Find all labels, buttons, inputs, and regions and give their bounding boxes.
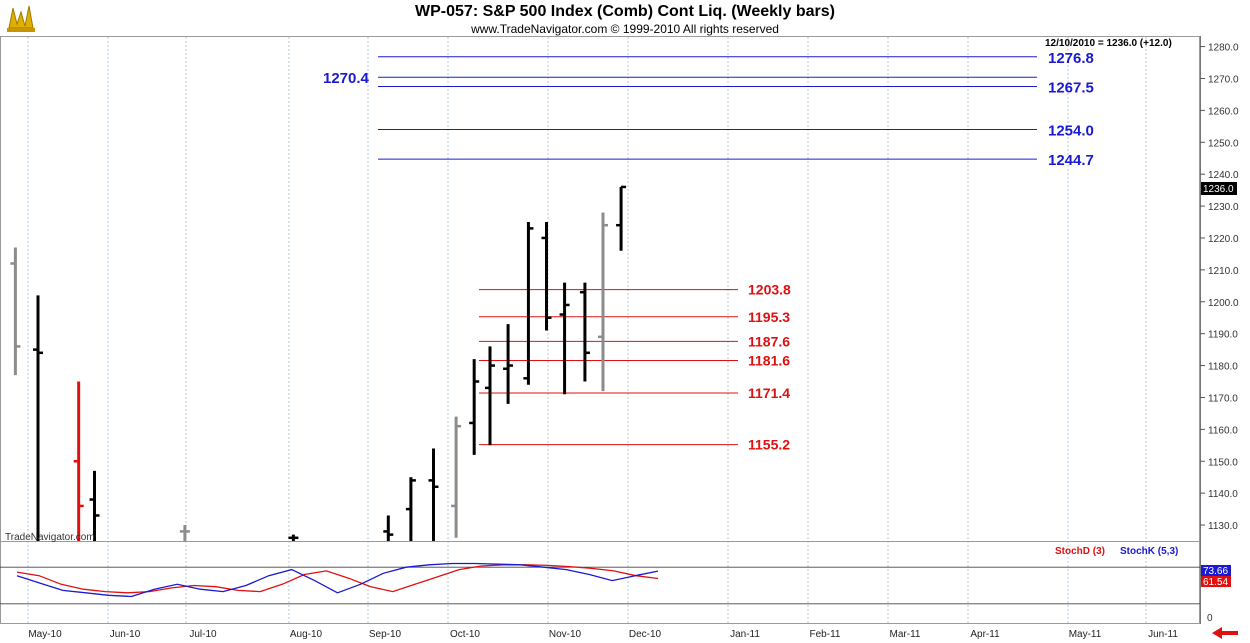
x-tick-label: Jun-11 (1148, 629, 1178, 640)
y-tick-label: 1150.0 (1208, 457, 1238, 468)
y-tick-label: 1220.0 (1208, 234, 1239, 245)
ohlc-bar (523, 222, 534, 385)
ohlc-bar (428, 448, 439, 541)
ohlc-bar (598, 212, 608, 392)
vertical-gridlines (27, 37, 1147, 624)
ohlc-bar (73, 381, 84, 541)
blue-level-label: 1244.7 (1048, 152, 1094, 169)
x-tick-label: Jul-10 (189, 629, 217, 640)
x-tick-label: Sep-10 (369, 629, 402, 640)
stochk-value-box (1201, 565, 1231, 576)
x-tick-label: Oct-10 (450, 629, 480, 640)
x-tick-label: May-11 (1069, 629, 1102, 640)
blue-level-label: 1254.0 (1048, 123, 1094, 140)
arrow-left-icon (1212, 627, 1238, 639)
red-level-label: 1181.6 (748, 352, 790, 368)
stochk-value: 73.66 (1203, 566, 1228, 577)
y-tick-label: 1230.0 (1208, 202, 1239, 213)
stochd-value: 61.54 (1203, 577, 1228, 588)
stochk-line (16, 562, 659, 598)
red-level-label: 1171.4 (748, 385, 790, 401)
x-tick-label: May-10 (28, 629, 62, 640)
blue-level-label: 1270.4 (323, 70, 370, 87)
info-line: 12/10/2010 = 1236.0 (+12.0) (1045, 38, 1172, 49)
y-tick-label: 1140.0 (1208, 489, 1238, 500)
y-tick-label: 1270.0 (1208, 74, 1239, 85)
x-tick-label: Jun-10 (110, 629, 141, 640)
stochastic-panel (0, 562, 1200, 605)
x-axis-band (0, 624, 1200, 643)
stochd-line (16, 564, 659, 594)
ohlc-bar (405, 477, 416, 541)
ohlc-bar (503, 324, 514, 404)
last-price-box (1201, 182, 1237, 195)
ohlc-bar (89, 470, 100, 541)
chart-subtitle: www.TradeNavigator.com © 1999-2010 All r… (471, 22, 779, 36)
red-level-label: 1187.6 (748, 333, 790, 349)
watermark: TradeNavigator.com (5, 532, 95, 543)
red-level-label: 1195.3 (748, 309, 790, 325)
last-price-label: 1236.0 (1203, 184, 1234, 195)
x-axis: May-10 Jun-10 Jul-10 Aug-10 Sep-10 Oct-10 Nov-… (28, 629, 1178, 640)
y-tick-label: 1170.0 (1208, 393, 1238, 404)
y-tick-label: 1280.0 (1208, 43, 1239, 54)
ohlc-bar (616, 185, 627, 251)
tradenavigator-logo-icon (3, 2, 37, 34)
ohlc-bar (579, 282, 590, 382)
y-tick-label: 1210.0 (1208, 266, 1239, 277)
x-tick-label: Aug-10 (290, 629, 323, 640)
chart-title: WP-057: S&P 500 Index (Comb) Cont Liq. (… (415, 3, 835, 20)
y-tick-label: 1130.0 (1208, 521, 1238, 532)
stoch-zero-tick: 0 (1207, 613, 1213, 624)
price-bars (10, 185, 627, 541)
x-tick-label: Nov-10 (549, 629, 582, 640)
y-tick-label: 1190.0 (1208, 330, 1238, 341)
ohlc-bar (541, 222, 552, 331)
y-tick-label: 1180.0 (1208, 362, 1238, 373)
x-tick-label: Dec-10 (629, 629, 662, 640)
ohlc-bar (451, 416, 462, 538)
level-lines: 1276.8 1270.4 1267.5 1254.0 1244.7 1203.8 1195… (323, 50, 1094, 453)
y-tick-label: 1240.0 (1208, 170, 1239, 181)
indicator-panel-frame (0, 541, 1200, 624)
ohlc-bar (179, 525, 190, 541)
ohlc-bar (485, 346, 495, 446)
y-axis: 1130.0 1140.0 1150.0 1160.0 1170.0 1180.0 1190… (1200, 43, 1239, 532)
ohlc-bar (383, 515, 394, 541)
scroll-arrow-button[interactable] (1208, 626, 1240, 640)
y-tick-label: 1250.0 (1208, 138, 1239, 149)
y-tick-label: 1260.0 (1208, 106, 1239, 117)
ohlc-bar (10, 247, 21, 376)
ohlc-bar (288, 534, 299, 541)
x-tick-label: Feb-11 (810, 629, 841, 640)
y-tick-label: 1160.0 (1208, 425, 1238, 436)
blue-level-label: 1267.5 (1048, 79, 1094, 96)
stochd-value-box (1201, 576, 1231, 587)
x-tick-label: Apr-11 (970, 629, 1000, 640)
ohlc-bar (559, 282, 570, 395)
stochd-legend: StochD (3) (1055, 546, 1105, 557)
x-tick-label: Jan-11 (730, 629, 760, 640)
ohlc-bar (469, 359, 480, 455)
stochk-legend: StochK (5,3) (1120, 546, 1178, 557)
red-level-label: 1203.8 (748, 282, 791, 298)
blue-level-label: 1276.8 (1048, 50, 1094, 67)
red-level-label: 1155.2 (748, 437, 790, 453)
ohlc-bar (33, 295, 43, 541)
price-panel-frame (0, 36, 1200, 542)
y-tick-label: 1200.0 (1208, 298, 1239, 309)
x-tick-label: Mar-11 (890, 629, 921, 640)
